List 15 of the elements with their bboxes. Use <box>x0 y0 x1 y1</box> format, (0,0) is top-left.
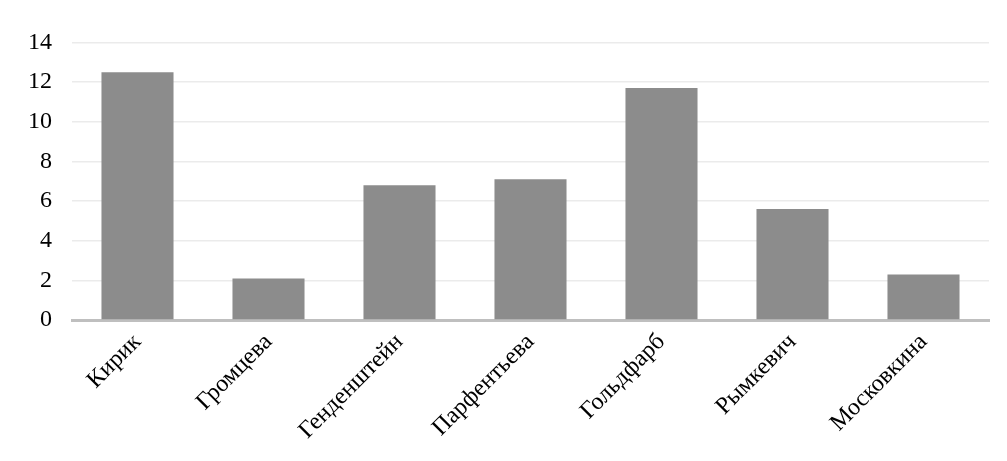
y-tick-label: 4 <box>40 226 52 253</box>
bar <box>101 72 174 320</box>
y-tick-label: 12 <box>28 67 52 94</box>
y-tick-label: 14 <box>28 27 52 54</box>
y-tick-label: 10 <box>28 107 52 134</box>
y-tick-label: 2 <box>40 265 52 292</box>
y-tick-label: 6 <box>40 186 52 213</box>
bar <box>756 209 829 320</box>
y-tick-label: 0 <box>40 305 52 332</box>
bar <box>232 278 305 320</box>
bar <box>494 179 567 320</box>
bar <box>363 185 436 320</box>
y-tick-label: 8 <box>40 146 52 173</box>
bar <box>887 274 960 320</box>
bar <box>625 88 698 320</box>
